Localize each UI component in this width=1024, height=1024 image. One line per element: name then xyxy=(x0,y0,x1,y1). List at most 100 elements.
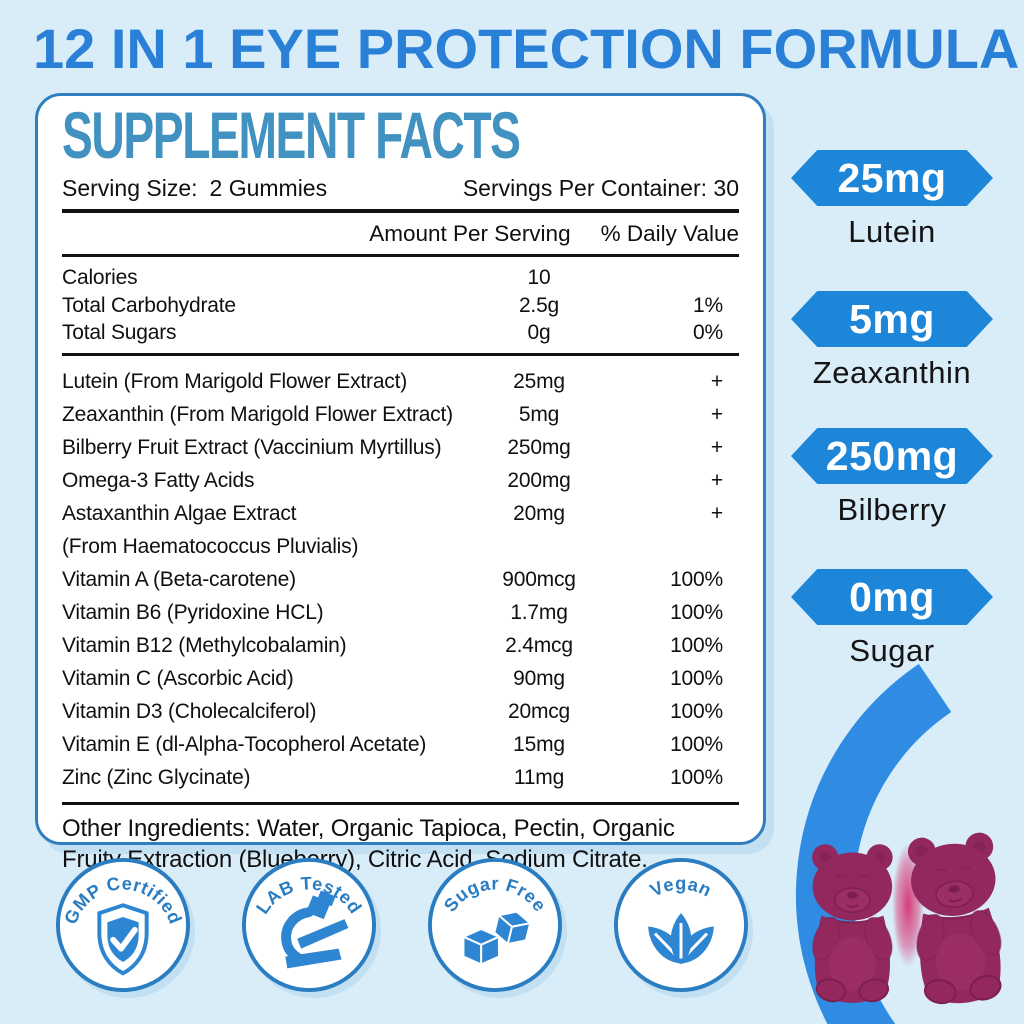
row-name: (From Haematococcus Pluvialis) xyxy=(62,534,359,558)
serving-size-label: Serving Size: xyxy=(62,175,198,201)
row-daily-value: 100% xyxy=(670,732,723,756)
row-name: Vitamin B6 (Pyridoxine HCL) xyxy=(62,600,324,624)
row-name: Total Carbohydrate xyxy=(62,293,236,317)
highlight-label: Bilberry xyxy=(837,492,947,527)
hexagon-badge: 25mg xyxy=(791,150,993,206)
row-daily-value: 100% xyxy=(670,633,723,657)
table-row: Zinc (Zinc Glycinate) 11mg 100% xyxy=(62,761,739,794)
badge-lab-tested: LAB Tested xyxy=(240,856,378,994)
gummy-bears xyxy=(806,830,1013,1010)
table-row: Zeaxanthin (From Marigold Flower Extract… xyxy=(62,398,739,431)
row-amount: 1.7mg xyxy=(510,600,568,624)
facts-title: SUPPLEMENT FACTS xyxy=(62,98,521,172)
row-name: Lutein (From Marigold Flower Extract) xyxy=(62,369,408,393)
column-headers: Amount Per Serving % Daily Value xyxy=(62,221,739,247)
row-amount: 2.5g xyxy=(518,293,560,317)
table-row: Vitamin C (Ascorbic Acid) 90mg 100% xyxy=(62,662,739,695)
row-amount: 900mcg xyxy=(502,567,576,591)
highlight-label: Lutein xyxy=(848,214,936,249)
row-name: Omega-3 Fatty Acids xyxy=(62,468,255,492)
badge-sugar-free: Sugar Free xyxy=(426,856,564,994)
highlight-bilberry: 250mg Bilberry xyxy=(791,428,993,528)
row-name: Vitamin B12 (Methylcobalamin) xyxy=(62,633,347,657)
row-amount: 2.4mcg xyxy=(505,633,573,657)
row-daily-value: 100% xyxy=(670,567,723,591)
row-name: Zinc (Zinc Glycinate) xyxy=(62,765,251,789)
row-daily-value: + xyxy=(710,435,723,459)
table-row: Vitamin E (dl-Alpha-Tocopherol Acetate) … xyxy=(62,728,739,761)
highlight-label: Zeaxanthin xyxy=(812,355,972,390)
row-amount: 20mg xyxy=(513,501,565,525)
table-row: Astaxanthin Algae Extract 20mg + xyxy=(62,497,739,530)
row-amount: 25mg xyxy=(513,369,565,393)
table-row: Total Carbohydrate 2.5g 1% xyxy=(62,292,739,320)
row-daily-value: 0% xyxy=(693,321,723,344)
blue-ring-arc xyxy=(795,663,952,1024)
highlight-zeaxanthin: 5mg Zeaxanthin xyxy=(791,291,993,391)
page-title: 12 IN 1 EYE PROTECTION FORMULA xyxy=(33,17,1020,80)
supplement-facts-panel: SUPPLEMENT FACTS Serving Size: 2 Gummies … xyxy=(35,93,766,873)
divider xyxy=(62,801,739,805)
divider xyxy=(62,352,739,356)
row-name: Vitamin C (Ascorbic Acid) xyxy=(62,666,294,690)
row-daily-value: 1% xyxy=(693,293,723,317)
ingredients-table: Lutein (From Marigold Flower Extract) 25… xyxy=(62,365,739,794)
shield-check-icon xyxy=(97,903,149,976)
table-row: Vitamin B12 (Methylcobalamin) 2.4mcg 100… xyxy=(62,629,739,662)
badge-vegan: Vegan xyxy=(612,856,750,994)
other-ingredients: Other Ingredients: Water, Organic Tapioc… xyxy=(62,814,675,874)
row-name: Vitamin E (dl-Alpha-Tocopherol Acetate) xyxy=(62,732,427,756)
serving-size: Serving Size: 2 Gummies xyxy=(62,175,327,202)
highlight-lutein: 25mg Lutein xyxy=(791,150,993,250)
row-daily-value: 100% xyxy=(670,666,723,690)
row-daily-value: 100% xyxy=(670,600,723,624)
table-row: (From Haematococcus Pluvialis) xyxy=(62,530,739,563)
divider xyxy=(62,209,739,213)
row-name: Vitamin A (Beta-carotene) xyxy=(62,567,296,591)
certification-badges: GMP Certified LAB Tested xyxy=(54,856,750,994)
table-row: Vitamin D3 (Cholecalciferol) 20mcg 100% xyxy=(62,695,739,728)
table-row: Omega-3 Fatty Acids 200mg + xyxy=(62,464,739,497)
row-amount: 15mg xyxy=(513,732,565,756)
row-amount: 10 xyxy=(527,266,551,289)
badge-gmp-certified: GMP Certified xyxy=(54,856,192,994)
nutrition-table: Calories 10 Total Carbohydrate 2.5g 1% T… xyxy=(62,264,739,347)
sugar-cubes-icon xyxy=(462,910,532,966)
row-amount: 0g xyxy=(527,321,551,344)
row-daily-value: + xyxy=(710,501,723,525)
row-amount: 200mg xyxy=(507,468,571,492)
table-row: Vitamin B6 (Pyridoxine HCL) 1.7mg 100% xyxy=(62,596,739,629)
row-amount: 5mg xyxy=(518,402,560,426)
table-row: Calories 10 xyxy=(62,264,739,292)
amount-per-serving-header: Amount Per Serving xyxy=(369,221,571,246)
highlight-label: Sugar xyxy=(849,633,935,668)
row-name: Calories xyxy=(62,266,138,289)
row-name: Zeaxanthin (From Marigold Flower Extract… xyxy=(62,402,453,426)
hexagon-badge: 0mg xyxy=(791,569,993,625)
row-daily-value: + xyxy=(710,402,723,426)
row-name: Total Sugars xyxy=(62,321,177,344)
row-daily-value: 100% xyxy=(670,699,723,723)
row-amount: 11mg xyxy=(513,765,565,789)
table-row: Vitamin A (Beta-carotene) 900mcg 100% xyxy=(62,563,739,596)
row-daily-value: 100% xyxy=(670,765,723,789)
serving-size-value: 2 Gummies xyxy=(209,175,328,201)
row-name: Bilberry Fruit Extract (Vaccinium Myrtil… xyxy=(62,435,442,459)
hexagon-badge: 250mg xyxy=(791,428,993,484)
serving-row: Serving Size: 2 Gummies Servings Per Cont… xyxy=(62,175,739,202)
hexagon-badge: 5mg xyxy=(791,291,993,347)
row-amount: 20mcg xyxy=(507,699,571,723)
row-amount: 90mg xyxy=(513,666,565,690)
row-daily-value: + xyxy=(710,468,723,492)
row-name: Astaxanthin Algae Extract xyxy=(62,501,297,525)
divider xyxy=(62,254,739,257)
highlight-sugar: 0mg Sugar xyxy=(791,569,993,669)
daily-value-header: % Daily Value xyxy=(600,221,739,246)
table-row: Total Sugars 0g 0% xyxy=(62,319,739,347)
microscope-icon xyxy=(281,890,349,969)
table-row: Bilberry Fruit Extract (Vaccinium Myrtil… xyxy=(62,431,739,464)
row-name: Vitamin D3 (Cholecalciferol) xyxy=(62,699,317,723)
table-row: Lutein (From Marigold Flower Extract) 25… xyxy=(62,365,739,398)
row-daily-value: + xyxy=(710,369,723,393)
servings-per-container: Servings Per Container: 30 xyxy=(462,175,739,201)
